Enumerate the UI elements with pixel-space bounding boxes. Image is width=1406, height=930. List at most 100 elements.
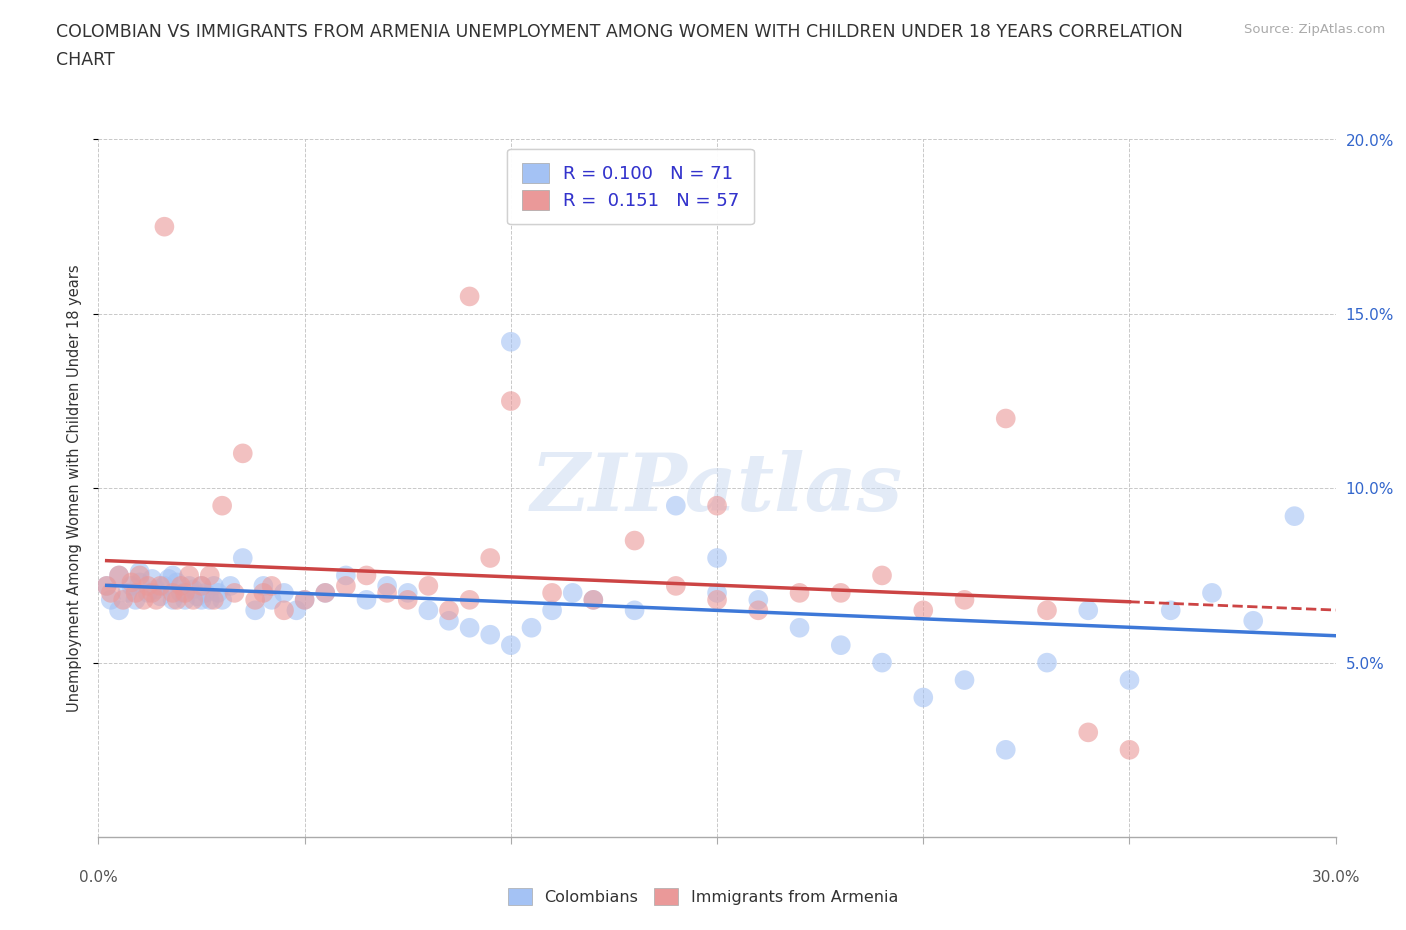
Point: [145, 592, 167, 607]
Point: [747, 592, 769, 607]
Point: [458, 289, 481, 304]
Point: [243, 603, 266, 618]
Point: [162, 568, 184, 583]
Point: [356, 592, 378, 607]
Point: [356, 568, 378, 583]
Point: [499, 393, 522, 408]
Point: [623, 533, 645, 548]
Point: [232, 446, 254, 461]
Point: [499, 638, 522, 653]
Point: [912, 603, 935, 618]
Text: 0.0%: 0.0%: [79, 870, 118, 884]
Point: [396, 586, 419, 601]
Point: [375, 578, 398, 593]
Point: [166, 592, 188, 607]
Point: [260, 592, 283, 607]
Point: [623, 603, 645, 618]
Point: [479, 551, 502, 565]
Point: [219, 578, 242, 593]
Point: [186, 589, 208, 604]
Point: [132, 592, 155, 607]
Point: [1201, 586, 1223, 601]
Point: [153, 578, 176, 593]
Point: [499, 335, 522, 350]
Point: [198, 568, 221, 583]
Point: [194, 586, 217, 601]
Point: [1241, 614, 1264, 629]
Point: [108, 568, 131, 583]
Legend: R = 0.100   N = 71, R =  0.151   N = 57: R = 0.100 N = 71, R = 0.151 N = 57: [508, 149, 754, 224]
Text: 30.0%: 30.0%: [1312, 870, 1360, 884]
Point: [136, 586, 159, 601]
Point: [190, 592, 212, 607]
Point: [96, 578, 118, 593]
Point: [396, 592, 419, 607]
Point: [830, 586, 852, 601]
Point: [479, 628, 502, 643]
Point: [174, 586, 197, 601]
Point: [202, 578, 225, 593]
Point: [1077, 725, 1099, 740]
Point: [437, 614, 460, 629]
Point: [1036, 656, 1059, 671]
Point: [706, 551, 728, 565]
Point: [112, 592, 135, 607]
Point: [100, 592, 122, 607]
Point: [953, 592, 976, 607]
Point: [179, 568, 201, 583]
Point: [207, 586, 229, 601]
Point: [108, 568, 131, 583]
Point: [830, 638, 852, 653]
Point: [128, 575, 150, 590]
Point: [141, 571, 163, 587]
Point: [1160, 603, 1182, 618]
Point: [181, 582, 204, 597]
Point: [232, 551, 254, 565]
Point: [149, 578, 172, 593]
Point: [561, 586, 583, 601]
Point: [285, 603, 308, 618]
Point: [294, 592, 316, 607]
Point: [912, 690, 935, 705]
Point: [120, 575, 142, 590]
Point: [665, 498, 688, 513]
Point: [870, 568, 893, 583]
Point: [541, 586, 564, 601]
Point: [181, 592, 204, 607]
Point: [162, 586, 184, 601]
Point: [100, 586, 122, 601]
Legend: Colombians, Immigrants from Armenia: Colombians, Immigrants from Armenia: [499, 880, 907, 912]
Point: [202, 592, 225, 607]
Point: [1077, 603, 1099, 618]
Point: [179, 578, 201, 593]
Point: [665, 578, 688, 593]
Point: [335, 568, 357, 583]
Point: [273, 586, 295, 601]
Point: [273, 603, 295, 618]
Point: [314, 586, 336, 601]
Point: [994, 411, 1017, 426]
Point: [953, 672, 976, 687]
Point: [166, 575, 188, 590]
Point: [706, 592, 728, 607]
Y-axis label: Unemployment Among Women with Children Under 18 years: Unemployment Among Women with Children U…: [67, 264, 83, 712]
Point: [128, 568, 150, 583]
Point: [252, 586, 274, 601]
Point: [520, 620, 543, 635]
Point: [1118, 742, 1140, 757]
Point: [375, 586, 398, 601]
Point: [145, 582, 167, 597]
Point: [870, 656, 893, 671]
Point: [243, 592, 266, 607]
Point: [120, 578, 142, 593]
Point: [162, 592, 184, 607]
Point: [541, 603, 564, 618]
Point: [747, 603, 769, 618]
Point: [252, 578, 274, 593]
Point: [157, 571, 180, 587]
Point: [124, 586, 146, 601]
Point: [190, 578, 212, 593]
Point: [582, 592, 605, 607]
Point: [314, 586, 336, 601]
Point: [190, 578, 212, 593]
